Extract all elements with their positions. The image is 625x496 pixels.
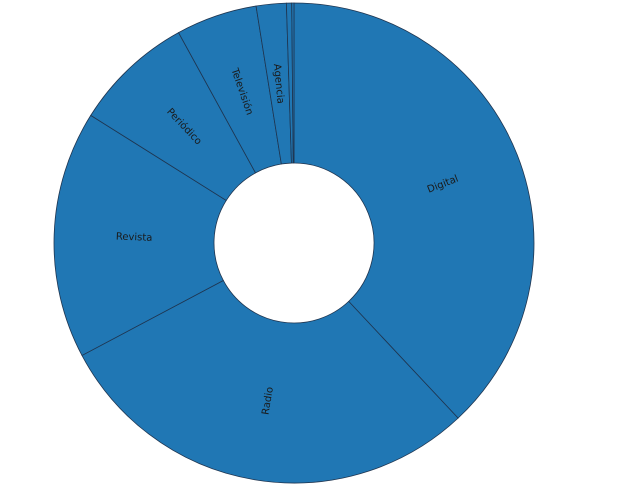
slice-digital: [293, 2, 535, 419]
label-agencia: Agencia: [271, 63, 286, 104]
slice-unlabeled-7: [291, 2, 295, 164]
slice-radio: [81, 279, 459, 484]
label-revista: Revista: [116, 231, 153, 243]
slice-revista: [53, 114, 227, 356]
label-radio: Radio: [260, 386, 275, 416]
donut-slices: [53, 2, 535, 484]
